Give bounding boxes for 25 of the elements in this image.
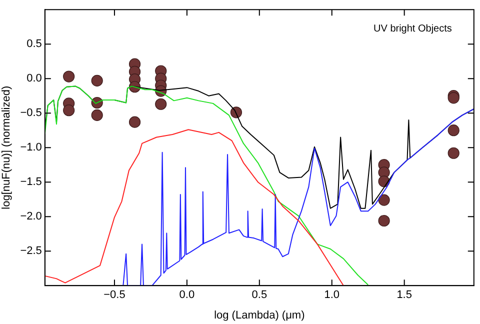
x-axis-title: log (Lambda) (μm) bbox=[214, 309, 305, 322]
x-tick-label: 0.5 bbox=[252, 289, 268, 302]
text: UV bright Objects bbox=[374, 23, 452, 34]
point bbox=[63, 70, 75, 82]
point bbox=[448, 147, 460, 159]
y-axis-title: log[nuF(nu)] (normalized) bbox=[0, 86, 13, 210]
y-tick-label: −2.0 bbox=[20, 210, 42, 223]
y-tick-label: −0.5 bbox=[20, 107, 42, 120]
point bbox=[448, 124, 460, 136]
x-tick-label: 0.0 bbox=[179, 289, 195, 302]
point bbox=[378, 194, 390, 206]
point bbox=[155, 98, 167, 110]
point bbox=[378, 214, 390, 227]
point bbox=[128, 116, 141, 128]
y-tick-label: −1.5 bbox=[20, 176, 42, 188]
point bbox=[63, 104, 75, 116]
y-tick-label: −2.5 bbox=[20, 245, 42, 258]
x-tick-label: 1.0 bbox=[324, 289, 340, 302]
y-tick-label: −1.0 bbox=[20, 142, 42, 154]
x-tick-label: 1.5 bbox=[396, 289, 412, 302]
x-tick-label: −0.5 bbox=[104, 289, 126, 302]
y-tick-label: 0.0 bbox=[26, 72, 42, 85]
point bbox=[91, 109, 103, 121]
point bbox=[91, 74, 103, 86]
y-tick-label: 0.5 bbox=[26, 38, 42, 50]
